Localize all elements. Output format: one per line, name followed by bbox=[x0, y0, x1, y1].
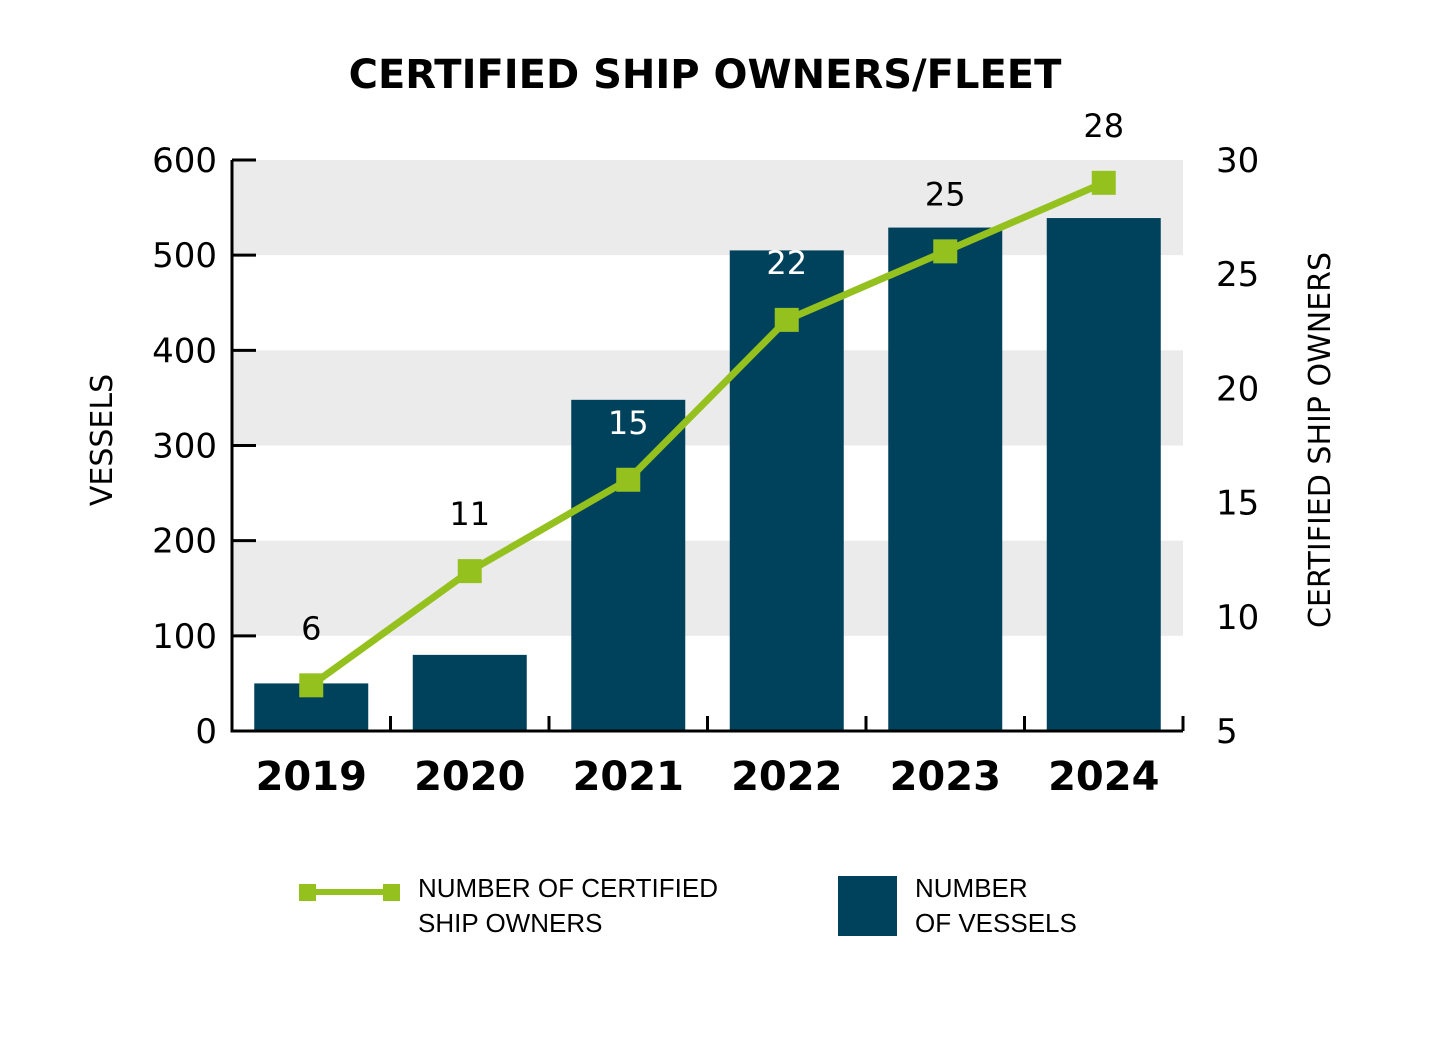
data-label-2020: 11 bbox=[449, 495, 490, 533]
y-tick-label: 200 bbox=[152, 522, 217, 562]
y-tick-label: 600 bbox=[152, 141, 217, 181]
y-tick-label: 500 bbox=[152, 236, 217, 276]
legend-marker-right bbox=[383, 884, 400, 901]
legend-label-owners-line2: SHIP OWNERS bbox=[418, 908, 602, 938]
y-axis-left-ticks: 0 100 200 300 400 500 600 bbox=[152, 141, 256, 752]
data-label-2023: 25 bbox=[925, 175, 966, 213]
data-label-2019: 6 bbox=[301, 609, 321, 647]
bar-series bbox=[254, 218, 1161, 732]
y-right-tick-label: 25 bbox=[1216, 255, 1259, 295]
y-axis-left-label: VESSELS bbox=[85, 374, 120, 506]
y-right-tick-label: 10 bbox=[1216, 598, 1259, 638]
owners-marker-2023 bbox=[933, 239, 958, 264]
owners-marker-2022 bbox=[774, 307, 799, 332]
bar-2024 bbox=[1046, 218, 1161, 732]
y-tick-label: 0 bbox=[195, 712, 217, 752]
legend-label-vessels-line2: OF VESSELS bbox=[915, 908, 1077, 938]
x-tick-label: 2023 bbox=[890, 754, 1001, 800]
y-axis-right-ticks: 5 10 15 20 25 30 bbox=[1216, 141, 1259, 752]
legend-marker-left bbox=[299, 884, 316, 901]
owners-marker-2021 bbox=[616, 467, 641, 492]
data-label-2024: 28 bbox=[1083, 107, 1124, 145]
legend: NUMBER OF CERTIFIED SHIP OWNERS NUMBER O… bbox=[299, 873, 1077, 938]
y-axis-right-label: CERTIFIED SHIP OWNERS bbox=[1303, 252, 1338, 628]
owners-marker-2024 bbox=[1091, 170, 1116, 195]
y-right-tick-label: 20 bbox=[1216, 369, 1259, 409]
owners-line bbox=[309, 179, 1106, 689]
line-series bbox=[299, 170, 1116, 698]
legend-square-symbol bbox=[838, 876, 897, 936]
y-right-tick-label: 5 bbox=[1216, 712, 1238, 752]
x-tick-label: 2022 bbox=[731, 754, 842, 800]
x-tick-label: 2020 bbox=[414, 754, 525, 800]
y-right-tick-label: 15 bbox=[1216, 484, 1259, 524]
legend-item-vessels: NUMBER OF VESSELS bbox=[838, 873, 1077, 938]
legend-label-vessels-line1: NUMBER bbox=[915, 873, 1028, 903]
owners-marker-2019 bbox=[299, 673, 324, 698]
grid-band bbox=[232, 160, 1183, 256]
y-tick-label: 300 bbox=[152, 427, 217, 467]
data-label-2021: 15 bbox=[608, 404, 649, 442]
x-tick-label: 2021 bbox=[573, 754, 684, 800]
bar-2021 bbox=[571, 399, 686, 731]
y-right-tick-label: 30 bbox=[1216, 141, 1259, 181]
bar-2020 bbox=[412, 654, 527, 731]
x-tick-label: 2024 bbox=[1048, 754, 1159, 800]
legend-label-owners-line1: NUMBER OF CERTIFIED bbox=[418, 873, 718, 903]
x-tick-label: 2019 bbox=[256, 754, 367, 800]
x-axis-ticks: 2019 2020 2021 2022 2023 2024 bbox=[256, 754, 1160, 800]
legend-item-owners: NUMBER OF CERTIFIED SHIP OWNERS bbox=[299, 873, 718, 938]
bar-2023 bbox=[888, 227, 1003, 731]
data-labels: 6 11 15 22 25 28 bbox=[301, 107, 1124, 647]
data-label-2022: 22 bbox=[766, 244, 807, 282]
owners-marker-2020 bbox=[457, 559, 482, 584]
y-tick-label: 400 bbox=[152, 331, 217, 371]
grid-band bbox=[232, 540, 1183, 636]
y-tick-label: 100 bbox=[152, 617, 217, 657]
chart-title: CERTIFIED SHIP OWNERS/FLEET bbox=[349, 52, 1063, 98]
